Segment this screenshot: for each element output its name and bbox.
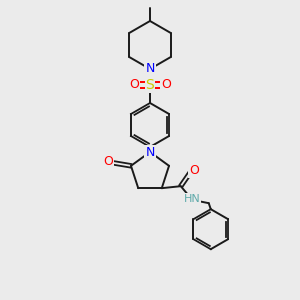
Text: O: O bbox=[189, 164, 199, 177]
Text: O: O bbox=[129, 79, 139, 92]
Text: S: S bbox=[146, 78, 154, 92]
Text: O: O bbox=[161, 79, 171, 92]
Text: HN: HN bbox=[183, 194, 200, 204]
Text: N: N bbox=[145, 62, 155, 76]
Text: O: O bbox=[103, 155, 113, 168]
Text: N: N bbox=[145, 146, 155, 158]
